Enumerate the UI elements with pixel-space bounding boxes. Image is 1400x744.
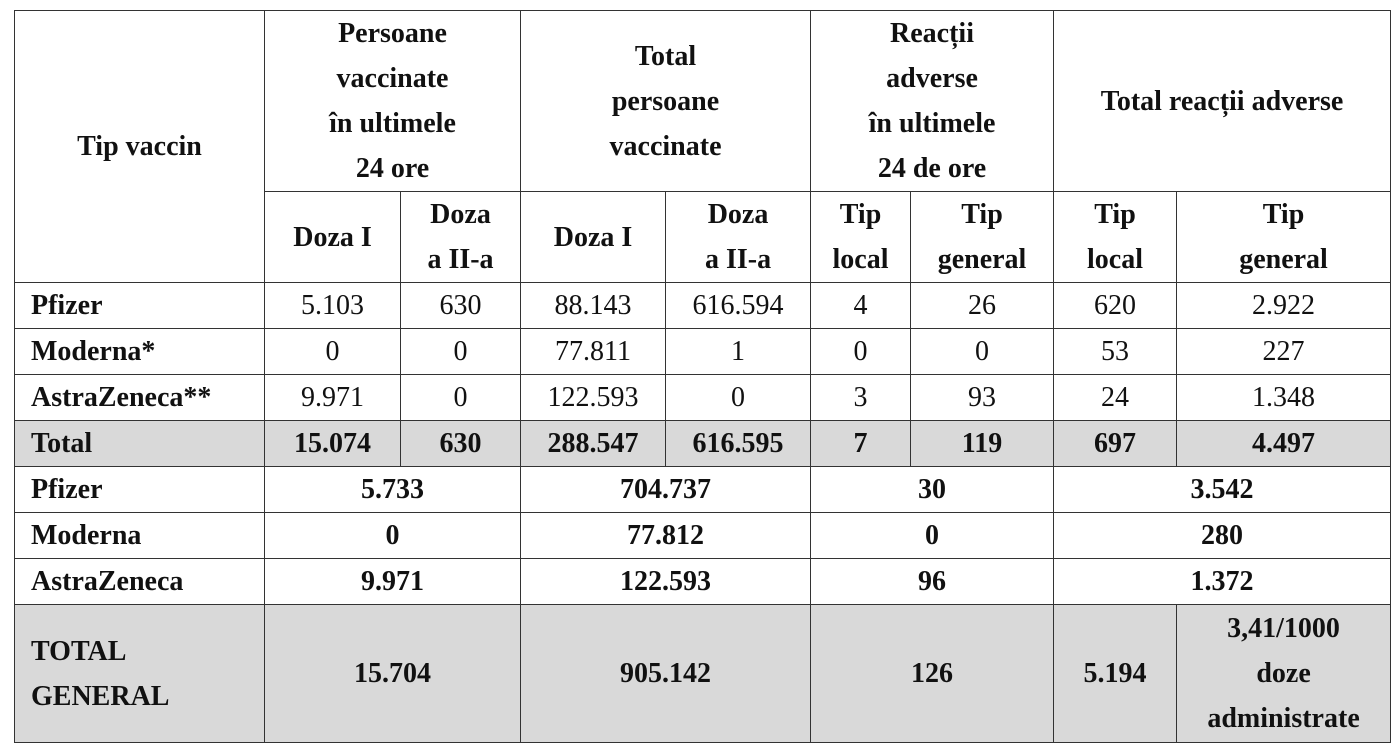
cell: 3,41/1000 doze administrate (1176, 604, 1392, 743)
cell: 1.372 (1053, 558, 1392, 605)
cell: 630 (399, 420, 522, 467)
cell: 280 (1053, 512, 1392, 559)
cell: 30 (810, 466, 1055, 513)
cell: 5.733 (263, 466, 522, 513)
table-row: Moderna 0 77.812 0 280 (14, 512, 1392, 559)
cell: 5.194 (1053, 604, 1178, 743)
row-label: Moderna* (14, 328, 265, 375)
cell: 697 (1053, 420, 1178, 467)
row-label: Total (14, 420, 265, 467)
cell: 1 (665, 328, 812, 375)
cell: 3 (810, 374, 912, 421)
cell: 0 (264, 328, 401, 375)
cell: 1.348 (1176, 374, 1392, 421)
cell: 122.593 (520, 374, 667, 421)
cell: 288.547 (520, 420, 667, 467)
cell: 4.497 (1176, 420, 1392, 467)
cell: 15.704 (263, 604, 522, 743)
table-row: Moderna* 0 0 77.811 1 0 0 53 227 (14, 328, 1392, 375)
cell: 0 (399, 374, 522, 421)
row-label: TOTAL GENERAL (14, 604, 265, 743)
table-row: TOTAL GENERAL 15.704 905.142 126 5.194 3,41/1… (14, 604, 1392, 743)
cell: 126 (810, 604, 1055, 743)
header-cell: Persoane vaccinate în ultimele 24 ore (263, 10, 522, 192)
row-label: AstraZeneca (14, 558, 265, 605)
cell: 905.142 (520, 604, 812, 743)
cell: 704.737 (520, 466, 812, 513)
cell: 77.812 (520, 512, 812, 559)
row-label: Pfizer (14, 282, 265, 329)
table-row: AstraZeneca 9.971 122.593 96 1.372 (14, 558, 1392, 605)
cell: 630 (399, 282, 522, 329)
cell: 5.103 (264, 282, 401, 329)
header-cell: Tip general (1176, 191, 1392, 283)
cell: 0 (910, 328, 1055, 375)
table-row: AstraZeneca** 9.971 0 122.593 0 3 93 24 1.348 (14, 374, 1392, 421)
cell: 7 (810, 420, 912, 467)
cell: 3.542 (1053, 466, 1392, 513)
table-row: Pfizer 5.103 630 88.143 616.594 4 26 620 2.922 (14, 282, 1392, 329)
header-cell: Tip vaccin (14, 10, 265, 283)
cell: 9.971 (264, 374, 401, 421)
header-cell: Total persoane vaccinate (520, 10, 812, 192)
header-cell: Reacții adverse în ultimele 24 de ore (810, 10, 1055, 192)
cell: 227 (1176, 328, 1392, 375)
cell: 88.143 (520, 282, 667, 329)
cell: 77.811 (520, 328, 667, 375)
header-cell: Total reacții adverse (1053, 10, 1392, 192)
row-label: Moderna (14, 512, 265, 559)
cell: 119 (910, 420, 1055, 467)
cell: 0 (263, 512, 522, 559)
cell: 616.594 (665, 282, 812, 329)
header-cell: Tip local (810, 191, 912, 283)
cell: 4 (810, 282, 912, 329)
row-label: Pfizer (14, 466, 265, 513)
header-cell: Doza I (520, 191, 667, 283)
cell: 2.922 (1176, 282, 1392, 329)
cell: 26 (910, 282, 1055, 329)
cell: 15.074 (264, 420, 401, 467)
cell: 53 (1053, 328, 1178, 375)
header-cell: Tip local (1053, 191, 1178, 283)
table-row: Total 15.074 630 288.547 616.595 7 119 697 4.497 (14, 420, 1392, 467)
table-row: Pfizer 5.733 704.737 30 3.542 (14, 466, 1392, 513)
cell: 0 (810, 512, 1055, 559)
cell: 0 (810, 328, 912, 375)
vaccine-table: Tip vaccin Persoane vaccinate în ultimel… (14, 10, 1392, 743)
row-label: AstraZeneca** (14, 374, 265, 421)
cell: 616.595 (665, 420, 812, 467)
cell: 93 (910, 374, 1055, 421)
cell: 24 (1053, 374, 1178, 421)
cell: 9.971 (263, 558, 522, 605)
header-cell: Doza a II-a (665, 191, 812, 283)
cell: 0 (665, 374, 812, 421)
cell: 0 (399, 328, 522, 375)
header-cell: Tip general (910, 191, 1055, 283)
cell: 122.593 (520, 558, 812, 605)
header-cell: Doza I (264, 191, 401, 283)
cell: 620 (1053, 282, 1178, 329)
cell: 96 (810, 558, 1055, 605)
header-cell: Doza a II-a (399, 191, 522, 283)
